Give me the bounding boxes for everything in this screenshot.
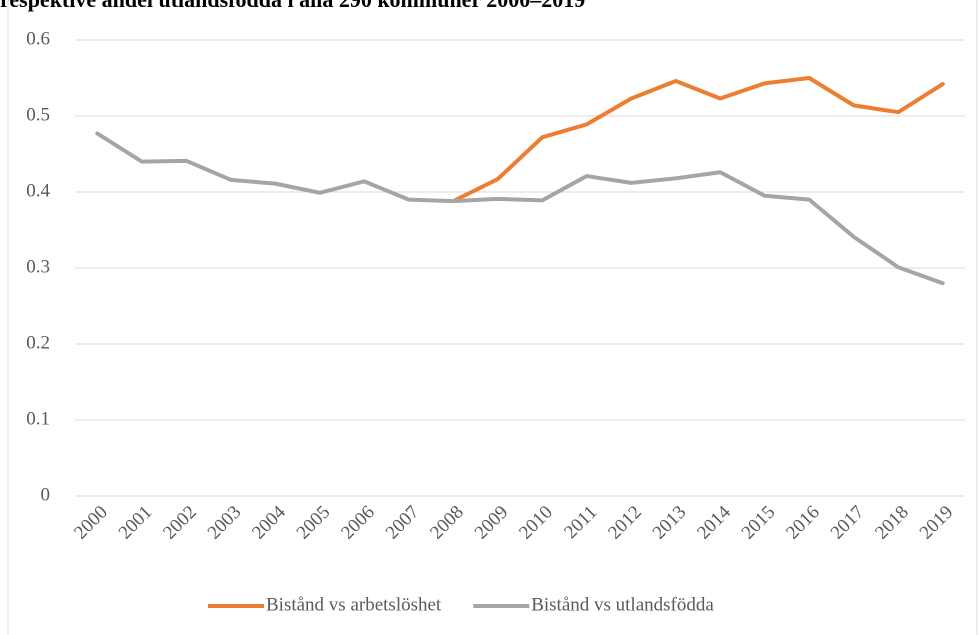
y-tick-label: 0.2 — [26, 332, 50, 353]
x-tick-label: 2009 — [471, 502, 513, 544]
chart-title: respektive andel utlandsfödda i alla 290… — [0, 0, 585, 12]
x-tick-label: 2002 — [159, 502, 201, 544]
x-tick-label: 2015 — [738, 502, 780, 544]
legend-label: Bistånd vs utlandsfödda — [531, 594, 714, 615]
x-tick-label: 2018 — [871, 502, 913, 544]
y-tick-label: 0.4 — [26, 180, 50, 201]
x-tick-label: 2016 — [782, 502, 824, 544]
y-tick-label: 0.5 — [26, 104, 50, 125]
x-tick-label: 2003 — [204, 502, 246, 544]
x-tick-label: 2013 — [649, 502, 691, 544]
y-tick-label: 0.6 — [26, 28, 50, 49]
x-tick-label: 2014 — [693, 501, 735, 543]
x-tick-label: 2017 — [827, 502, 869, 544]
legend-label: Bistånd vs arbetslöshet — [266, 594, 442, 615]
x-tick-label: 2011 — [560, 502, 601, 543]
x-tick-label: 2005 — [293, 502, 335, 544]
x-tick-label: 2007 — [382, 502, 424, 544]
x-tick-label: 2001 — [115, 502, 157, 544]
series-line — [95, 131, 945, 286]
y-tick-label: 0.3 — [26, 256, 50, 277]
x-tick-label: 2012 — [604, 502, 646, 544]
x-tick-label: 2010 — [515, 502, 557, 544]
y-tick-label: 0 — [41, 484, 51, 505]
x-tick-label: 2004 — [248, 501, 290, 543]
series-line — [451, 76, 945, 204]
x-tick-label: 2019 — [916, 502, 958, 544]
chart-border — [7, 0, 978, 635]
x-tick-label: 2006 — [337, 502, 379, 544]
x-tick-label: 2008 — [426, 502, 468, 544]
x-tick-label: 2000 — [70, 502, 112, 544]
y-tick-label: 0.1 — [26, 408, 50, 429]
